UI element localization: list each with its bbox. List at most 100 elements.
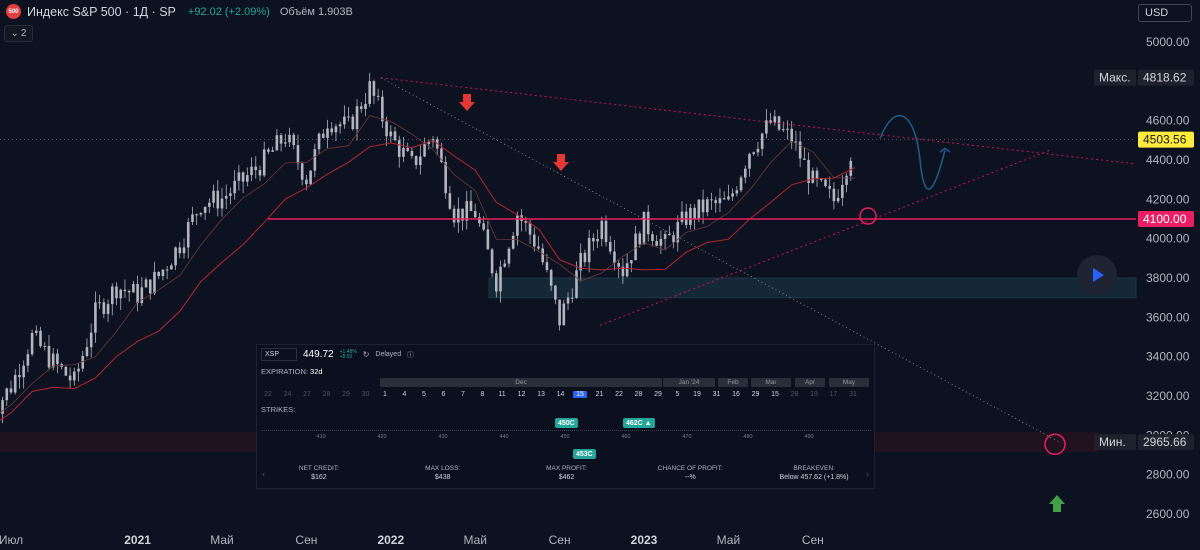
expiration-day[interactable]: 19: [693, 391, 701, 398]
stat-value: $462: [558, 474, 575, 481]
month-3[interactable]: Mar: [751, 378, 791, 387]
expiration-day[interactable]: 15: [771, 391, 779, 398]
rising-trendline: [599, 149, 1051, 326]
candle-body: [727, 196, 730, 200]
expiration-day[interactable]: 30: [361, 391, 370, 398]
expiration-day[interactable]: 28: [790, 391, 799, 398]
month-1[interactable]: Jan '24: [663, 378, 715, 387]
month-4[interactable]: Apr: [795, 378, 825, 387]
resistance-trendline: [380, 77, 1137, 165]
stat-label: NET CREDIT:: [298, 465, 339, 472]
candle-body: [668, 233, 671, 236]
candle-body: [254, 166, 258, 171]
candle-body: [351, 116, 355, 130]
expiration-day[interactable]: 15: [573, 391, 587, 398]
candle-body: [579, 252, 582, 271]
refresh-icon[interactable]: ↻: [362, 350, 370, 359]
expiration-day[interactable]: 12: [517, 391, 526, 398]
currency-selector[interactable]: USD: [1138, 4, 1192, 22]
strike-tick: 450: [560, 434, 570, 440]
expiration-day[interactable]: 1: [383, 391, 387, 398]
expiration-day[interactable]: 27: [303, 391, 311, 398]
candle-body: [634, 233, 637, 261]
moving-average-fast-line: [0, 115, 856, 414]
candle-body: [575, 270, 578, 298]
chevron-left-icon[interactable]: ‹: [262, 469, 265, 479]
info-icon[interactable]: ⓘ: [407, 351, 415, 359]
expiration-day[interactable]: 11: [498, 391, 506, 398]
candle-body: [300, 163, 304, 180]
candle-body: [537, 246, 540, 249]
stat-item: MAX PROFIT: $462: [505, 465, 629, 481]
candle-body: [233, 180, 236, 194]
indicators-toggle[interactable]: ⌄ 2: [4, 25, 33, 42]
expiration-day[interactable]: 8: [480, 391, 485, 398]
expiration-day[interactable]: 22: [264, 391, 272, 398]
candle-body: [549, 269, 553, 286]
strike-axis[interactable]: 410 420 430 440 450 460 470 480 490: [261, 430, 871, 443]
candle-body: [406, 147, 409, 151]
option-symbol-input[interactable]: XSP: [261, 348, 297, 361]
expiration-days: 22 24 27 28 29 30 1 4 5 6 7 8 11 12 13 14 15 21 22 28 29 5 19 3…: [261, 391, 871, 401]
candle-body: [246, 175, 249, 182]
expiration-day[interactable]: 31: [849, 391, 857, 398]
candle-body: [161, 269, 165, 277]
stat-item: BREAKEVEN: Below 457.62 (+1.8%): [752, 465, 876, 481]
candle-body: [714, 200, 718, 204]
x-tick-label: Сен: [295, 533, 317, 547]
expiration-day[interactable]: 24: [283, 391, 292, 398]
expiration-day[interactable]: 29: [751, 391, 760, 398]
candle-body: [216, 190, 220, 209]
expiration-day[interactable]: 6: [441, 391, 446, 398]
option-change-abs: +1.48%: [339, 348, 357, 355]
expiration-day[interactable]: 28: [634, 391, 643, 398]
expiration-day[interactable]: 14: [556, 391, 565, 398]
short-call-tag[interactable]: 450C: [555, 418, 578, 428]
candle-body: [516, 215, 519, 236]
expiration-day[interactable]: 28: [322, 391, 331, 398]
month-5[interactable]: May: [829, 378, 869, 387]
stat-label: CHANCE OF PROFIT:: [657, 465, 723, 472]
expiration-day[interactable]: 4: [402, 391, 407, 398]
short-call2-tag[interactable]: 462C ▲: [623, 418, 655, 428]
expiration-day[interactable]: 16: [732, 391, 740, 398]
expiration-day[interactable]: 7: [461, 391, 465, 398]
candle-body: [35, 330, 38, 333]
expiration-day[interactable]: 13: [537, 391, 545, 398]
descending-trendline: [380, 77, 1061, 443]
month-2[interactable]: Feb: [718, 378, 748, 387]
candle-body: [473, 211, 477, 218]
play-button[interactable]: [1077, 255, 1117, 295]
support-price-tag-bg: [1138, 211, 1194, 228]
expiration-day[interactable]: 29: [342, 391, 350, 398]
chevron-down-icon: ⌄: [10, 28, 19, 39]
long-call-tag[interactable]: 453C: [573, 449, 596, 459]
candle-body: [486, 229, 490, 250]
expiration-day[interactable]: 22: [615, 391, 623, 398]
candle-body: [440, 148, 443, 162]
candle-body: [1, 400, 4, 414]
expiration-day[interactable]: 31: [712, 391, 721, 398]
expiration-day[interactable]: 17: [829, 391, 838, 398]
chevron-right-icon[interactable]: ›: [866, 469, 869, 479]
candle-body: [98, 302, 101, 304]
candle-body: [743, 168, 747, 178]
candle-body: [22, 365, 25, 378]
stat-label: MAX LOSS:: [425, 465, 461, 472]
expiration-day[interactable]: 19: [810, 391, 818, 398]
candle-body: [338, 124, 342, 127]
expiration-day[interactable]: 5: [422, 391, 426, 398]
month-0[interactable]: Dec: [380, 378, 662, 387]
candle-body: [43, 345, 47, 347]
symbol-title[interactable]: Индекс S&P 500 · 1Д · SP: [27, 4, 176, 19]
expiration-day[interactable]: 21: [595, 391, 604, 398]
candle-body: [613, 251, 616, 264]
candle-body: [587, 237, 591, 263]
expiration-day[interactable]: 29: [654, 391, 662, 398]
candle-body: [849, 160, 853, 176]
candle-body: [393, 131, 397, 141]
expiration-day[interactable]: 5: [675, 391, 680, 398]
candle-body: [427, 141, 431, 145]
y-tick-label: 4400.00: [1146, 153, 1190, 167]
candle-body: [178, 247, 182, 254]
